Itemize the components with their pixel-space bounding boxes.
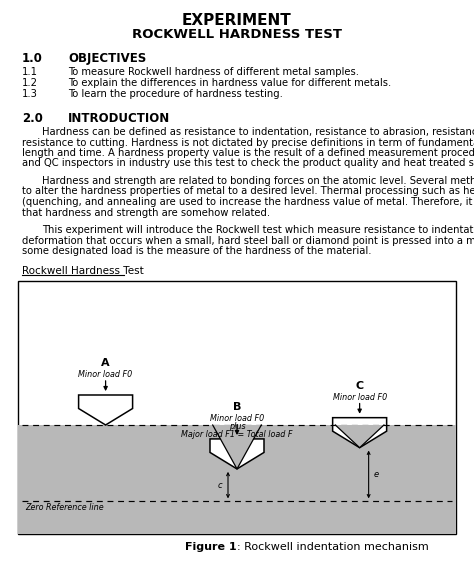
Text: 1.3: 1.3: [22, 89, 38, 99]
Polygon shape: [335, 425, 384, 448]
Polygon shape: [210, 439, 264, 469]
Text: OBJECTIVES: OBJECTIVES: [68, 52, 146, 65]
Text: 1.0: 1.0: [22, 52, 43, 65]
Text: Major load F1 = Total load F: Major load F1 = Total load F: [181, 430, 293, 439]
Polygon shape: [213, 425, 261, 469]
Text: B: B: [233, 402, 241, 412]
Bar: [18, 425, 456, 534]
Text: To measure Rockwell hardness of different metal samples.: To measure Rockwell hardness of differen…: [68, 67, 359, 77]
Text: INTRODUCTION: INTRODUCTION: [68, 112, 170, 125]
Text: EXPERIMENT: EXPERIMENT: [182, 13, 292, 28]
Text: Figure 1: Figure 1: [185, 542, 237, 552]
Text: To learn the procedure of hardness testing.: To learn the procedure of hardness testi…: [68, 89, 283, 99]
Text: ROCKWELL HARDNESS TEST: ROCKWELL HARDNESS TEST: [132, 28, 342, 41]
Text: Hardness and strength are related to bonding forces on the atomic level. Several: Hardness and strength are related to bon…: [42, 176, 474, 186]
Text: plus: plus: [228, 422, 246, 431]
Text: This experiment will introduce the Rockwell test which measure resistance to ind: This experiment will introduce the Rockw…: [42, 225, 474, 235]
Text: To explain the differences in hardness value for different metals.: To explain the differences in hardness v…: [68, 78, 391, 88]
Bar: [18, 281, 456, 534]
Text: deformation that occurs when a small, hard steel ball or diamond point is presse: deformation that occurs when a small, ha…: [22, 235, 474, 246]
Text: 1.2: 1.2: [22, 78, 38, 88]
Text: : Rockwell indentation mechanism: : Rockwell indentation mechanism: [237, 542, 429, 552]
Text: Minor load F0: Minor load F0: [210, 414, 264, 423]
Text: (quenching, and annealing are used to increase the hardness value of metal. Ther: (quenching, and annealing are used to in…: [22, 197, 474, 207]
Text: to alter the hardness properties of metal to a desired level. Thermal processing: to alter the hardness properties of meta…: [22, 187, 474, 196]
Text: Hardness can be defined as resistance to indentation, resistance to abrasion, re: Hardness can be defined as resistance to…: [42, 127, 474, 137]
Polygon shape: [333, 418, 387, 448]
Text: Minor load F0: Minor load F0: [79, 370, 133, 379]
Text: 1.1: 1.1: [22, 67, 38, 77]
Text: some designated load is the measure of the hardness of the material.: some designated load is the measure of t…: [22, 246, 372, 256]
Text: resistance to cutting. Hardness is not dictated by precise definitions in term o: resistance to cutting. Hardness is not d…: [22, 138, 474, 148]
Text: A: A: [101, 358, 110, 368]
Text: 2.0: 2.0: [22, 112, 43, 125]
Polygon shape: [79, 395, 133, 425]
Text: Zero Reference line: Zero Reference line: [25, 503, 104, 513]
Text: that hardness and strength are somehow related.: that hardness and strength are somehow r…: [22, 207, 270, 218]
Text: and QC inspectors in industry use this test to check the product quality and hea: and QC inspectors in industry use this t…: [22, 158, 474, 169]
Text: Minor load F0: Minor load F0: [333, 393, 387, 402]
Text: length and time. A hardness property value is the result of a defined measuremen: length and time. A hardness property val…: [22, 148, 474, 158]
Text: Rockwell Hardness Test: Rockwell Hardness Test: [22, 266, 144, 276]
Text: e: e: [374, 470, 379, 479]
Text: C: C: [356, 381, 364, 391]
Text: c: c: [218, 480, 222, 490]
